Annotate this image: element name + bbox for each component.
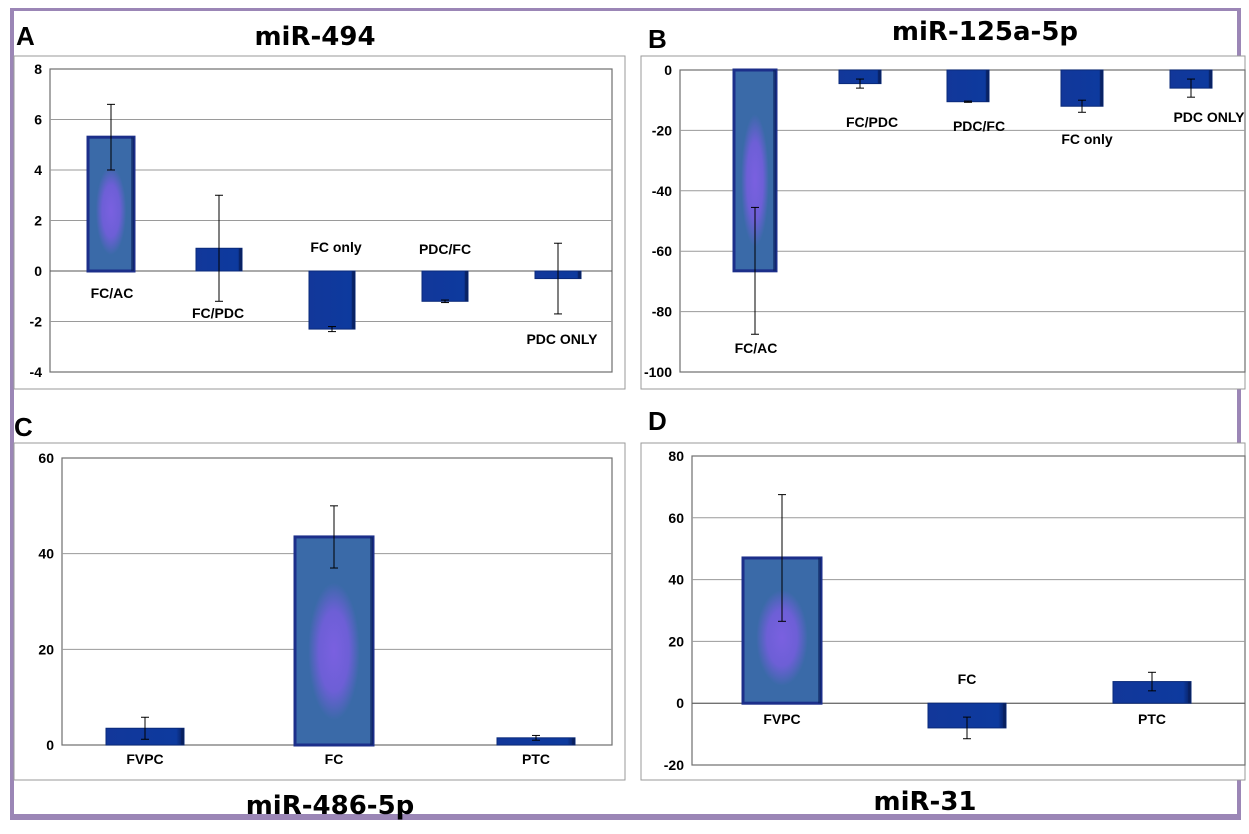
panel-letter: B xyxy=(648,24,667,54)
y-tick-label: 0 xyxy=(34,263,42,279)
bar xyxy=(946,69,990,103)
y-tick-label: 80 xyxy=(668,448,684,464)
y-tick-label: 60 xyxy=(38,450,54,466)
bar-shade xyxy=(578,271,581,279)
panel-title: miR-486-5p xyxy=(246,791,415,821)
y-tick-label: 6 xyxy=(34,112,42,128)
y-tick-label: 20 xyxy=(38,641,54,657)
figure-frame xyxy=(10,8,1241,820)
y-tick-label: -40 xyxy=(652,183,672,199)
bar-shade xyxy=(370,536,373,745)
category-label: PDC ONLY xyxy=(526,331,598,347)
bar xyxy=(308,270,356,330)
y-tick-label: -2 xyxy=(30,314,43,330)
category-label: PDC ONLY xyxy=(1173,109,1245,125)
category-label: FVPC xyxy=(126,751,163,767)
y-tick-label: -100 xyxy=(644,364,672,380)
y-tick-label: 40 xyxy=(38,546,54,562)
category-label: PTC xyxy=(1138,711,1166,727)
category-label: FC/AC xyxy=(91,285,134,301)
bar-shade xyxy=(465,271,468,302)
y-tick-label: 20 xyxy=(668,633,684,649)
bar-shade xyxy=(352,271,355,330)
panel-a: -4 -2 0 2 4 6 8 FC/AC FC/PDC FC only PDC/FC PDC ONL… xyxy=(13,21,626,390)
y-tick-label: 4 xyxy=(34,162,42,178)
y-tick-label: 60 xyxy=(668,510,684,526)
bar-shade xyxy=(131,137,134,271)
panel-title: miR-125a-5p xyxy=(892,17,1078,47)
bar-shade xyxy=(818,557,821,704)
category-label: PDC/FC xyxy=(419,241,471,257)
bar-shade xyxy=(878,70,881,84)
bar xyxy=(421,270,469,302)
bar-shade xyxy=(1100,70,1103,107)
category-label: FC/PDC xyxy=(192,305,244,321)
bar-shade xyxy=(181,728,184,745)
y-tick-label: -20 xyxy=(664,757,684,773)
y-tick-label: -20 xyxy=(652,122,672,138)
category-label: FC xyxy=(325,751,344,767)
category-label: FC only xyxy=(1061,131,1113,147)
category-label: FVPC xyxy=(763,711,800,727)
panel-b: -100 -80 -60 -40 -20 0 FC/AC FC/PDC PDC/FC FC onl… xyxy=(640,17,1246,390)
category-label: FC/AC xyxy=(735,340,778,356)
category-label: FC/PDC xyxy=(846,114,898,130)
y-tick-label: -4 xyxy=(30,364,43,380)
category-label: PDC/FC xyxy=(953,118,1005,134)
bar-shade xyxy=(1209,70,1212,89)
bar-shade xyxy=(572,737,575,745)
y-tick-label: 40 xyxy=(668,572,684,588)
category-label: PTC xyxy=(522,751,550,767)
bar-shade xyxy=(239,248,242,271)
y-tick-label: 0 xyxy=(46,737,54,753)
bar-shade xyxy=(986,70,989,102)
bar xyxy=(86,135,136,273)
y-tick-label: 0 xyxy=(676,695,684,711)
category-label: FC only xyxy=(310,239,362,255)
category-label: FC xyxy=(958,671,977,687)
bar-shade xyxy=(1188,681,1191,704)
bar-shade xyxy=(773,70,776,271)
y-tick-label: 0 xyxy=(664,62,672,78)
y-tick-label: -80 xyxy=(652,304,672,320)
y-tick-label: -60 xyxy=(652,243,672,259)
panel-letter: A xyxy=(16,21,35,51)
panel-title: miR-494 xyxy=(254,22,375,52)
panel-title: miR-31 xyxy=(874,787,977,817)
bar-shade xyxy=(1003,703,1006,728)
panel-letter: C xyxy=(14,412,33,442)
y-tick-label: 2 xyxy=(34,213,42,229)
panel-letter: D xyxy=(648,406,667,436)
y-tick-label: 8 xyxy=(34,61,42,77)
